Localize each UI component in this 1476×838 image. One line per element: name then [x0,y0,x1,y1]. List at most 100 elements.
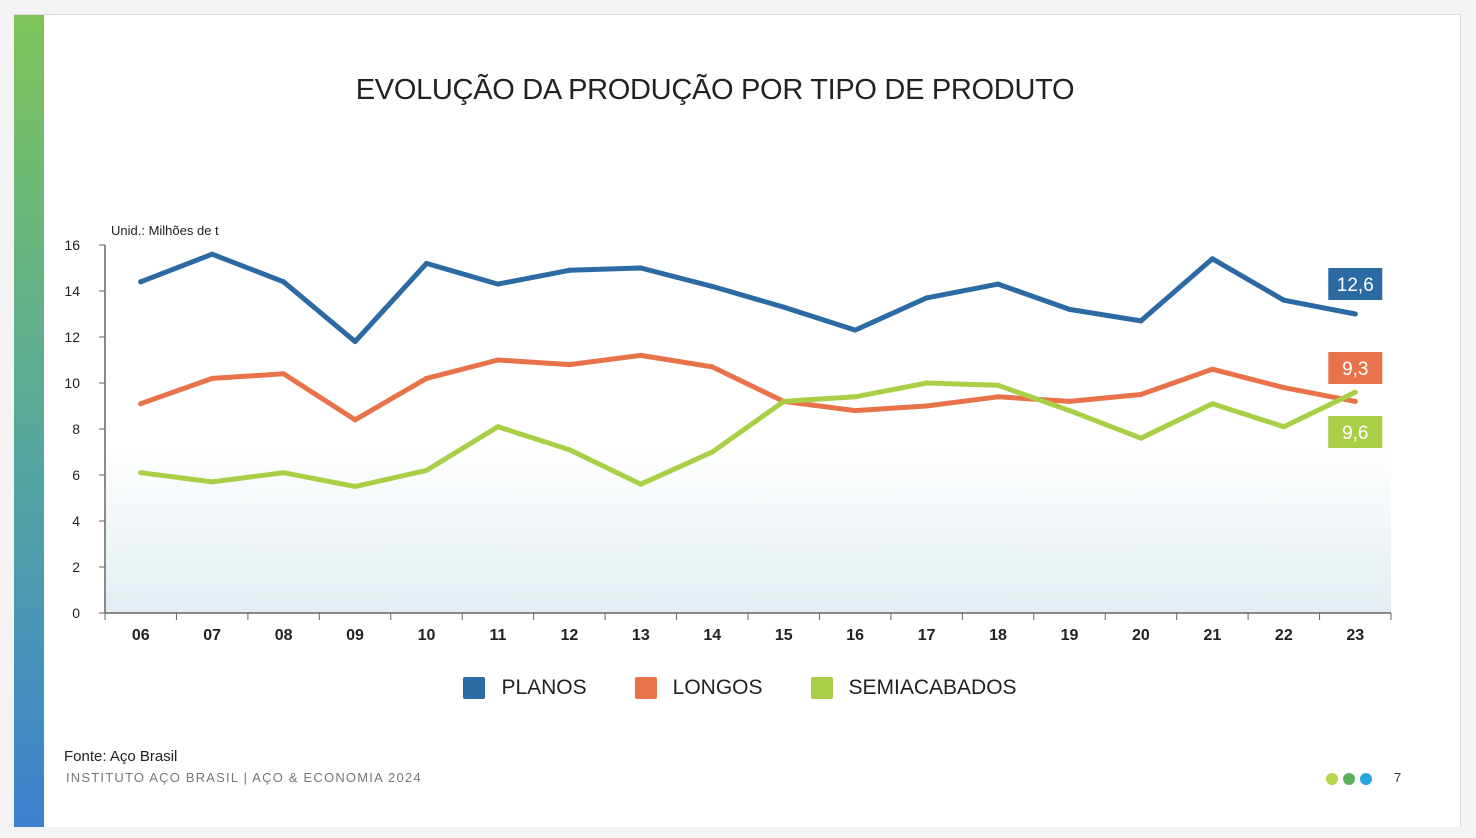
end-label-longos: 9,3 [1328,352,1383,384]
series-line-planos [138,251,1358,345]
end-label-box [1328,416,1383,448]
end-label-box [1328,352,1383,384]
data-point-planos [1209,256,1215,262]
data-point-planos [638,265,644,271]
end-label-text: 9,6 [1342,423,1368,444]
x-tick-label: 15 [775,627,793,644]
data-point-semiacabados [566,447,572,453]
series-line-longos [138,352,1358,423]
data-point-longos [924,403,930,409]
data-point-planos [1138,318,1144,324]
legend-swatch-semiacabados [810,677,833,699]
end-label-box [1328,268,1383,300]
footer-dot-icon [1326,773,1338,785]
data-point-planos [995,281,1001,287]
y-tick-label: 8 [72,421,80,437]
footer-text: INSTITUTO AÇO BRASIL | AÇO & ECONOMIA 20… [66,770,422,785]
legend-item-semiacabados: SEMIACABADOS [810,676,1017,700]
data-point-longos [352,417,358,423]
data-point-semiacabados [138,470,144,476]
x-tick-label: 18 [989,627,1007,644]
data-point-semiacabados [495,424,501,430]
y-tick-label: 14 [64,283,80,299]
data-point-semiacabados [852,394,858,400]
data-point-longos [424,375,429,381]
data-point-longos [209,375,215,381]
data-point-longos [1138,392,1144,397]
data-point-semiacabados [209,479,215,485]
x-tick-label: 21 [1203,627,1221,644]
legend-item-planos: PLANOS [463,676,587,700]
data-point-semiacabados [781,398,787,404]
data-point-semiacabados [1352,389,1358,395]
data-point-longos [566,362,572,368]
x-tick-label: 19 [1061,627,1079,644]
end-label-semiacabados: 9,6 [1328,416,1383,448]
data-point-longos [138,401,144,407]
data-point-planos [852,327,858,333]
data-point-semiacabados [352,484,358,489]
footer-dot-icon [1343,773,1355,785]
data-point-longos [1352,398,1358,404]
x-tick-label: 09 [346,627,364,644]
accent-side-bar [14,15,44,827]
series-line-semiacabados [138,380,1358,489]
data-point-planos [209,251,215,257]
x-tick-label: 23 [1346,627,1364,644]
legend-item-longos: LONGOS [634,676,763,700]
page-number: 7 [1394,770,1402,785]
data-point-planos [566,267,572,273]
legend-swatch-longos [634,677,657,699]
y-tick-label: 4 [72,513,80,529]
y-tick-label: 12 [64,329,80,345]
x-tick-label: 11 [489,627,506,644]
source-note: Fonte: Aço Brasil [64,748,178,765]
x-tick-label: 06 [132,627,150,644]
footer-dots [1326,773,1372,785]
data-point-longos [281,371,287,377]
x-tick-label: 17 [918,627,936,644]
x-tick-label: 12 [560,627,578,644]
data-point-planos [709,283,715,289]
data-point-planos [352,339,358,345]
y-tick-label: 10 [64,375,80,391]
end-label-text: 9,3 [1342,359,1368,380]
legend-label-semiacabados: SEMIACABADOS [848,676,1017,699]
data-point-planos [924,295,930,301]
legend: PLANOS LONGOS SEMIACABADOS [420,670,1060,706]
chart-title: EVOLUÇÃO DA PRODUÇÃO POR TIPO DE PRODUTO [355,74,1075,106]
x-tick-label: 07 [203,627,221,644]
data-point-semiacabados [709,449,715,455]
data-point-planos [1281,297,1287,303]
data-point-longos [709,364,715,370]
data-point-planos [1067,306,1072,312]
data-point-semiacabados [924,380,930,386]
data-point-planos [495,281,501,287]
unit-label: Unid.: Milhões de t [111,223,219,238]
footer-dot-icon [1360,773,1372,785]
data-point-longos [1281,385,1287,391]
data-point-semiacabados [995,382,1001,388]
data-point-semiacabados [1067,408,1072,414]
data-point-longos [852,408,858,414]
x-tick-label: 08 [275,627,293,644]
end-label-text: 12,6 [1337,275,1374,296]
data-point-longos [1209,366,1215,372]
legend-label-planos: PLANOS [501,676,587,699]
data-point-planos [138,279,144,285]
x-tick-label: 22 [1275,627,1293,644]
data-point-semiacabados [1209,401,1215,407]
data-point-longos [495,357,501,363]
x-tick-label: 10 [418,627,436,644]
legend-swatch-planos [463,677,486,699]
data-point-longos [995,394,1001,400]
data-point-semiacabados [424,467,429,473]
y-tick-label: 0 [72,605,80,621]
data-point-planos [781,304,787,310]
data-point-longos [1067,398,1072,404]
x-tick-label: 14 [703,627,721,644]
x-tick-label: 16 [846,627,864,644]
legend-label-longos: LONGOS [672,676,763,699]
y-tick-label: 6 [72,467,80,483]
